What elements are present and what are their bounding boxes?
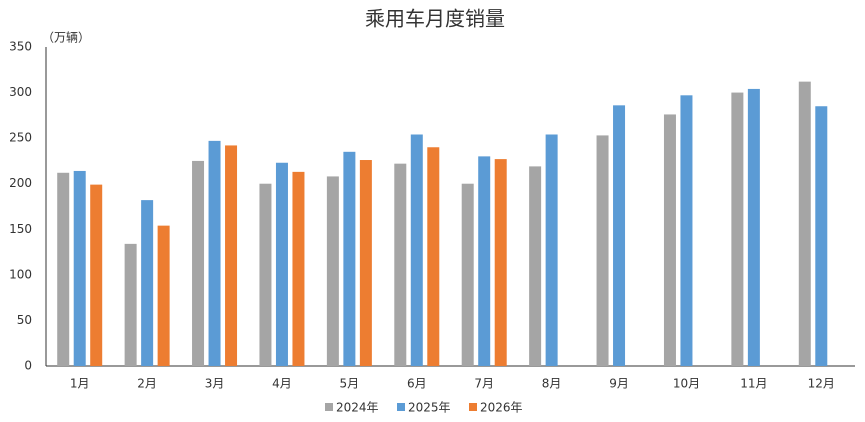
x-tick-label: 8月 — [542, 377, 562, 391]
bar — [663, 114, 676, 367]
bar — [192, 160, 205, 366]
legend-label: 2024年 — [336, 401, 379, 415]
bar — [359, 160, 372, 366]
chart-title: 乘用车月度销量 — [365, 7, 505, 31]
x-tick-label: 12月 — [808, 377, 835, 391]
bar — [815, 106, 828, 366]
x-tick-label: 6月 — [407, 377, 427, 391]
legend-swatch — [469, 403, 477, 411]
bar — [292, 171, 305, 366]
bar — [731, 92, 744, 367]
bar — [275, 162, 288, 366]
bar — [394, 163, 407, 366]
legend-swatch — [325, 403, 333, 411]
legend-label: 2025年 — [408, 401, 451, 415]
bar — [529, 166, 542, 366]
y-tick-label: 50 — [17, 313, 32, 327]
bar — [494, 159, 507, 366]
y-tick-label: 350 — [9, 40, 32, 54]
bar — [225, 145, 238, 366]
bar — [259, 183, 272, 366]
bar — [90, 184, 103, 366]
x-tick-label: 7月 — [474, 377, 494, 391]
bar — [427, 147, 440, 366]
y-tick-label: 100 — [9, 267, 32, 281]
bar — [124, 243, 137, 366]
y-tick-label: 150 — [9, 222, 32, 236]
x-tick-label: 3月 — [205, 377, 225, 391]
bar — [157, 225, 170, 366]
bar — [326, 176, 339, 366]
bar — [545, 134, 558, 366]
legend-label: 2026年 — [480, 401, 523, 415]
x-tick-label: 5月 — [340, 377, 360, 391]
bar — [73, 170, 86, 366]
bar — [410, 134, 423, 366]
x-tick-label: 2月 — [137, 377, 157, 391]
x-tick-label: 10月 — [673, 377, 700, 391]
y-axis-label: （万辆） — [42, 31, 90, 45]
x-tick-label: 11月 — [740, 377, 767, 391]
bar — [798, 81, 811, 367]
bar — [461, 183, 474, 366]
x-tick-label: 1月 — [70, 377, 90, 391]
bar — [747, 88, 760, 366]
bar — [141, 200, 154, 366]
bar — [680, 95, 693, 366]
legend-swatch — [397, 403, 405, 411]
y-tick-label: 200 — [9, 176, 32, 190]
x-tick-label: 4月 — [272, 377, 292, 391]
bar — [478, 156, 491, 366]
y-tick-label: 0 — [24, 359, 32, 373]
bar — [343, 151, 356, 366]
bar — [208, 140, 221, 366]
x-tick-label: 9月 — [609, 377, 629, 391]
bar — [596, 135, 609, 366]
y-tick-label: 250 — [9, 131, 32, 145]
y-tick-label: 300 — [9, 85, 32, 99]
bar — [613, 105, 626, 367]
bar — [57, 172, 70, 366]
